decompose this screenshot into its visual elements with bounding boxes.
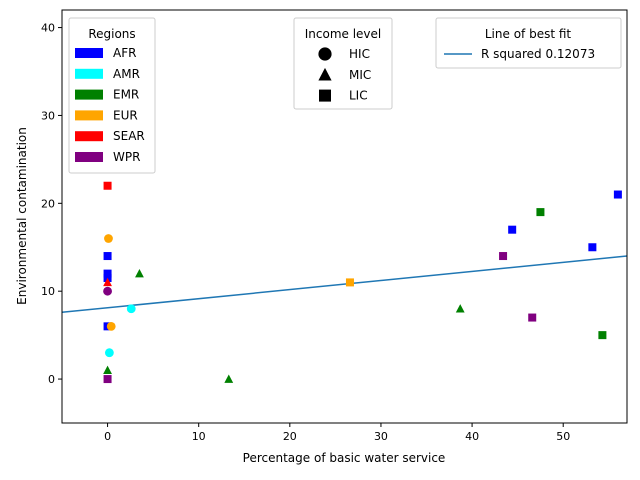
legend-marker <box>318 67 332 81</box>
data-point <box>104 348 114 358</box>
data-point <box>103 277 112 287</box>
data-point <box>103 286 112 296</box>
legend-label: AFR <box>113 46 136 60</box>
x-tick-label: 10 <box>192 430 206 443</box>
legend-marker <box>319 89 331 102</box>
legend-swatch <box>75 110 103 121</box>
fit-legend: Line of best fit R squared 0.12073 <box>435 17 622 69</box>
income-legend: Income level HIC MIC LIC <box>293 17 393 110</box>
income-legend-frame <box>293 17 393 110</box>
legend-swatch <box>75 68 103 79</box>
legend-swatch <box>75 48 103 58</box>
fit-legend-label: R squared 0.12073 <box>481 47 595 61</box>
legend-label: LIC <box>349 89 368 103</box>
data-point <box>528 313 537 322</box>
x-tick-label: 0 <box>104 430 111 443</box>
data-point <box>103 269 112 278</box>
data-point <box>598 331 607 340</box>
data-point <box>103 181 112 190</box>
legend-label: EMR <box>113 88 139 102</box>
legend-swatch <box>75 152 103 162</box>
x-tick-label: 30 <box>374 430 388 443</box>
data-point <box>536 208 545 217</box>
legend-label: HIC <box>349 47 370 61</box>
regions-legend-title: Regions <box>88 27 135 41</box>
data-point <box>588 243 597 252</box>
y-tick-label: 10 <box>41 285 55 298</box>
x-tick-label: 20 <box>283 430 297 443</box>
data-point <box>455 304 465 313</box>
data-point <box>103 365 112 375</box>
x-axis-label: Percentage of basic water service <box>243 451 446 465</box>
data-points <box>103 181 622 384</box>
data-point <box>103 252 112 261</box>
income-legend-title: Income level <box>305 27 382 41</box>
y-axis-ticks: 0 10 20 30 40 <box>41 22 62 386</box>
data-point <box>613 190 622 199</box>
y-tick-label: 20 <box>41 197 55 210</box>
regions-legend: Regions AFR AMR EMR EUR SEAR WPR <box>68 17 156 174</box>
y-axis-label: Environmental contamination <box>15 127 29 305</box>
legend-label: AMR <box>113 67 140 81</box>
x-tick-label: 50 <box>556 430 570 443</box>
legend-label: WPR <box>113 150 140 164</box>
data-point <box>508 225 517 234</box>
legend-label: MIC <box>349 68 371 82</box>
data-point <box>104 234 113 243</box>
y-tick-label: 0 <box>48 373 55 386</box>
legend-swatch <box>75 89 103 100</box>
legend-swatch <box>75 131 103 142</box>
data-point <box>103 375 112 384</box>
fit-legend-frame <box>435 17 622 69</box>
x-axis-ticks: 0 10 20 30 40 50 <box>104 423 570 443</box>
data-point <box>126 304 136 314</box>
data-point <box>345 278 354 287</box>
data-point <box>106 321 116 331</box>
legend-label: SEAR <box>113 129 145 143</box>
y-tick-label: 30 <box>41 109 55 122</box>
legend-label: EUR <box>113 108 138 122</box>
plot-frame <box>61 9 628 424</box>
y-tick-label: 40 <box>41 22 55 35</box>
data-point <box>135 268 144 278</box>
fit-line <box>61 255 628 314</box>
data-point <box>499 252 508 261</box>
fit-legend-title: Line of best fit <box>485 27 572 41</box>
fit-line-layer <box>61 255 628 314</box>
legend-marker <box>318 47 332 61</box>
data-point <box>224 374 234 383</box>
x-tick-label: 40 <box>465 430 479 443</box>
